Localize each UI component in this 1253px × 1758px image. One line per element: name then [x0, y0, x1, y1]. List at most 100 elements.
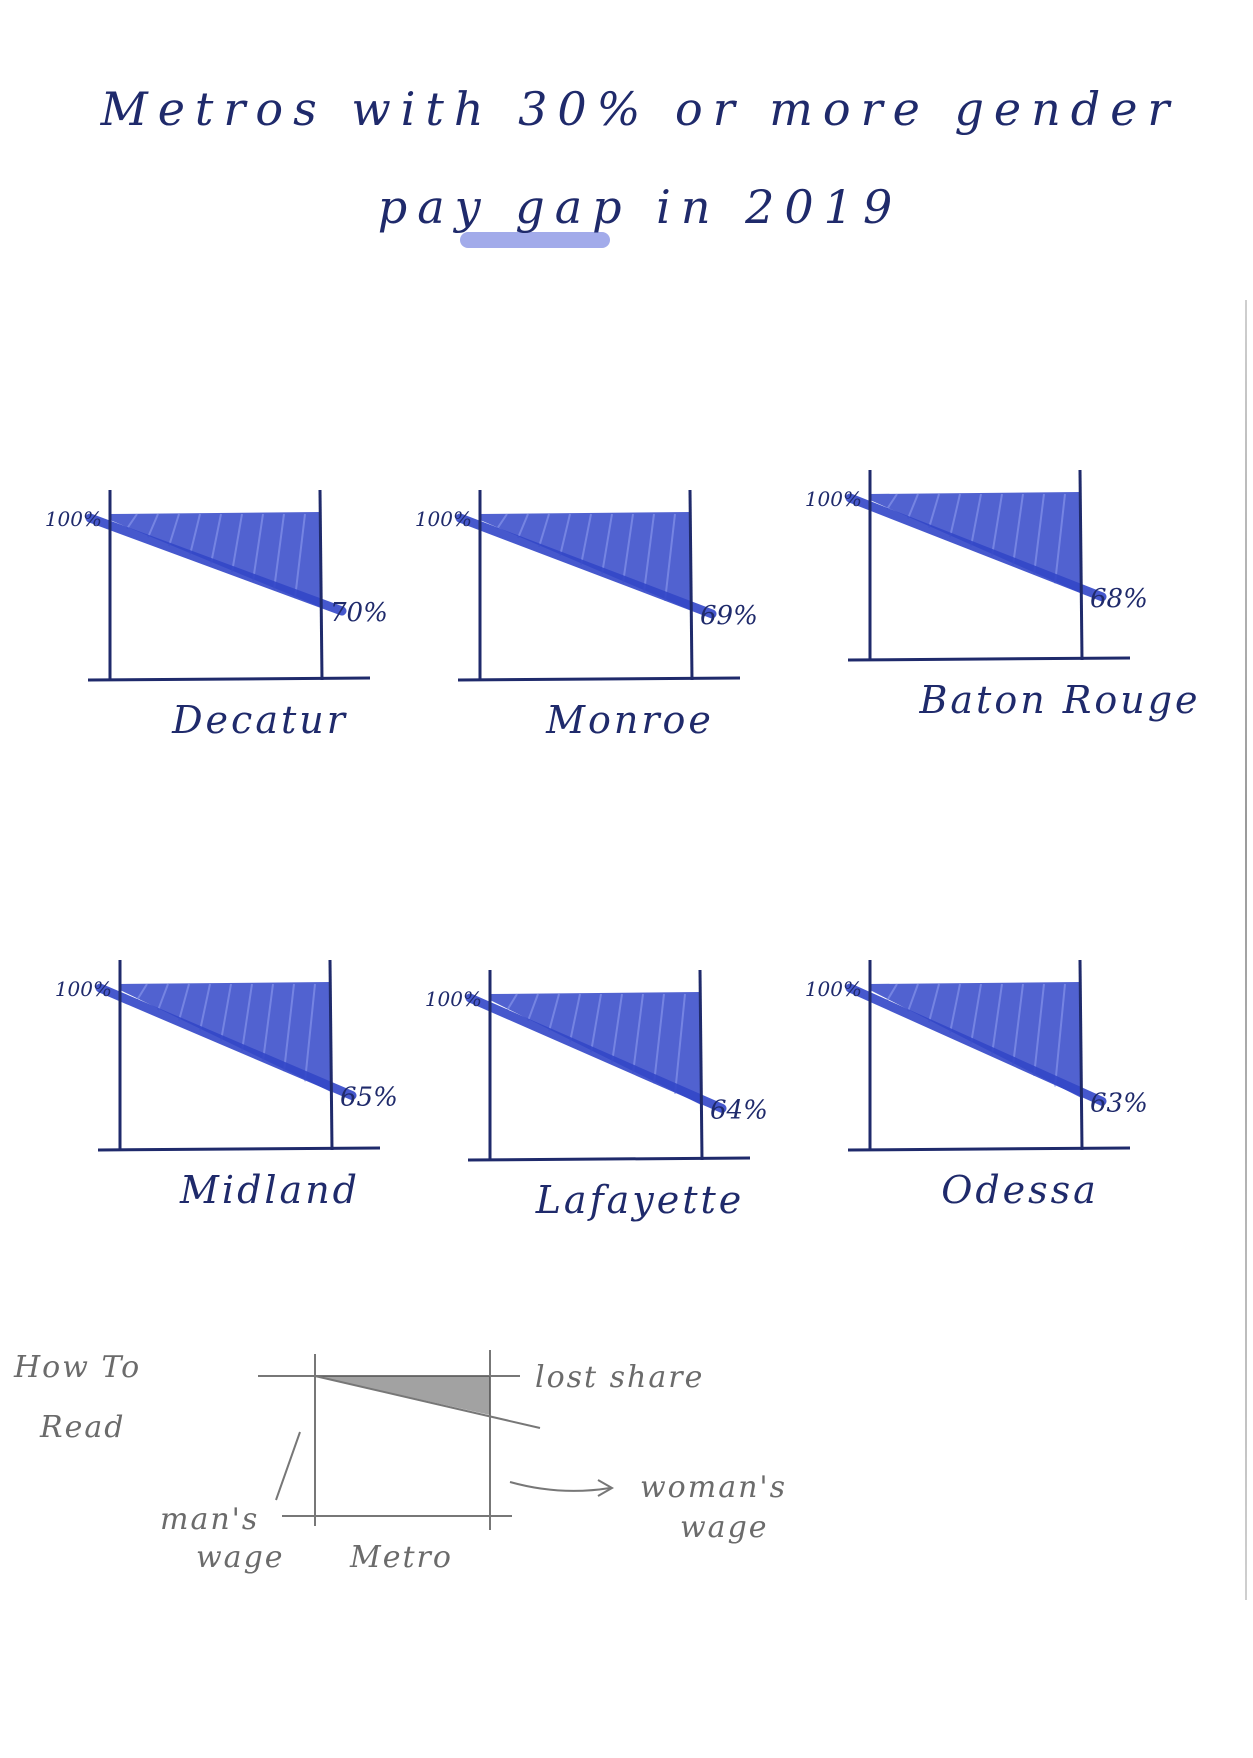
how-to-read-guide: How To Read lost share woman's wage man'…	[0, 1320, 900, 1600]
highlight-stroke	[460, 232, 610, 248]
hatch-stroke	[1033, 493, 1045, 575]
hatch-stroke	[496, 513, 508, 530]
hatch-stroke	[168, 513, 180, 547]
paper-edge	[1245, 300, 1247, 1600]
metro-chart-decatur: 100% 70%	[45, 489, 388, 682]
right-axis	[688, 489, 694, 681]
hatch-stroke	[928, 983, 940, 1023]
guide-heading-line-1: How To	[14, 1350, 142, 1385]
metro-label: Decatur	[172, 698, 348, 742]
guide-metro-label: Metro	[350, 1540, 453, 1575]
chart-title-line-2: pay gap in 2019	[377, 180, 903, 234]
hatch-stroke	[126, 513, 138, 530]
hatch-stroke	[210, 513, 222, 564]
hatch-stroke	[241, 983, 253, 1052]
hatch-stroke	[189, 513, 201, 556]
wage-slope-line	[845, 983, 1107, 1106]
metro-chart-lafayette: 100% 64%	[425, 969, 768, 1162]
start-value-label: 100%	[805, 977, 862, 1001]
wage-slope-line	[845, 493, 1107, 602]
guide-slope-line	[314, 1375, 541, 1429]
start-value-label: 100%	[45, 507, 102, 531]
metro-label: Midland	[180, 1168, 360, 1212]
wage-slope-line	[95, 983, 357, 1100]
guide-arrow-line	[509, 1481, 611, 1492]
guide-diagram	[258, 1350, 615, 1530]
hatch-stroke	[147, 513, 159, 538]
hatch-stroke	[538, 513, 550, 548]
hatch-stroke	[907, 493, 919, 519]
start-value-label: 100%	[415, 507, 472, 531]
guide-womans-wage-line-2: wage	[680, 1510, 769, 1545]
wage-slope-line	[465, 993, 727, 1113]
right-axis	[698, 969, 704, 1161]
hatch-stroke	[252, 513, 264, 582]
start-value-label: 100%	[55, 977, 112, 1001]
hatch-stroke	[548, 993, 560, 1032]
end-value-label: 63%	[1090, 1088, 1148, 1118]
baseline	[457, 676, 741, 682]
hatch-stroke	[527, 993, 539, 1022]
hatch-stroke	[928, 493, 940, 529]
start-value-label: 100%	[425, 987, 482, 1011]
hatch-stroke	[1054, 493, 1066, 584]
hatch-stroke	[1012, 983, 1024, 1066]
hatch-stroke	[199, 983, 211, 1031]
hatch-stroke	[991, 493, 1003, 556]
hatch-stroke	[1012, 493, 1024, 566]
hatch-stroke	[674, 993, 686, 1095]
metro-chart-midland: 100% 65%	[55, 959, 398, 1152]
hatch-stroke	[517, 513, 529, 539]
metro-label: Baton Rouge	[919, 678, 1201, 722]
hatch-stroke	[559, 513, 571, 557]
metro-chart-odessa: 100% 63%	[805, 959, 1148, 1152]
hatch-stroke	[886, 493, 898, 510]
hatch-stroke	[601, 513, 613, 575]
hatch-stroke	[506, 993, 518, 1011]
hatch-stroke	[632, 993, 644, 1074]
guide-heading-line-2: Read	[40, 1410, 126, 1445]
metro-chart-baton-rouge: 100% 68%	[805, 469, 1148, 662]
hatch-stroke	[1054, 983, 1066, 1087]
baseline	[97, 1146, 381, 1152]
metro-label: Monroe	[546, 698, 714, 742]
guide-womans-wage-line-1: woman's	[640, 1470, 788, 1505]
right-axis	[1078, 959, 1084, 1151]
hatch-stroke	[970, 493, 982, 547]
metro-label: Odessa	[941, 1168, 1099, 1212]
hatch-stroke	[283, 983, 295, 1072]
end-value-label: 69%	[700, 601, 758, 631]
hatch-stroke	[949, 493, 961, 538]
hatch-stroke	[653, 993, 665, 1084]
chart-title-line-1: Metros with 30% or more gender	[100, 82, 1180, 136]
end-value-label: 65%	[340, 1083, 398, 1113]
hatch-stroke	[294, 513, 306, 599]
right-axis	[318, 489, 324, 681]
wage-slope-line	[85, 513, 347, 616]
baseline	[847, 656, 1131, 662]
guide-mans-wage-line-1: man's	[160, 1502, 260, 1537]
guide-lost-share-label: lost share	[535, 1360, 705, 1395]
wage-slope-line	[455, 513, 717, 619]
hatch-stroke	[220, 983, 232, 1041]
hatch-stroke	[590, 993, 602, 1053]
hatch-stroke	[991, 983, 1003, 1055]
end-value-label: 68%	[1090, 584, 1148, 614]
guide-arrow-head	[597, 1479, 615, 1497]
right-axis	[1078, 469, 1084, 661]
baseline	[847, 1146, 1131, 1152]
hatch-stroke	[580, 513, 592, 566]
hatch-stroke	[643, 513, 655, 593]
hatch-stroke	[231, 513, 243, 573]
hatch-stroke	[262, 983, 274, 1062]
guide-man-pointer	[275, 1431, 301, 1501]
end-value-label: 64%	[710, 1095, 768, 1125]
hatch-stroke	[136, 983, 148, 1001]
hatch-stroke	[622, 513, 634, 584]
hatch-stroke	[304, 983, 316, 1082]
end-value-label: 70%	[330, 598, 388, 628]
baseline	[467, 1156, 751, 1162]
hatch-stroke	[569, 993, 581, 1042]
hatch-stroke	[273, 513, 285, 590]
hatch-stroke	[949, 983, 961, 1034]
